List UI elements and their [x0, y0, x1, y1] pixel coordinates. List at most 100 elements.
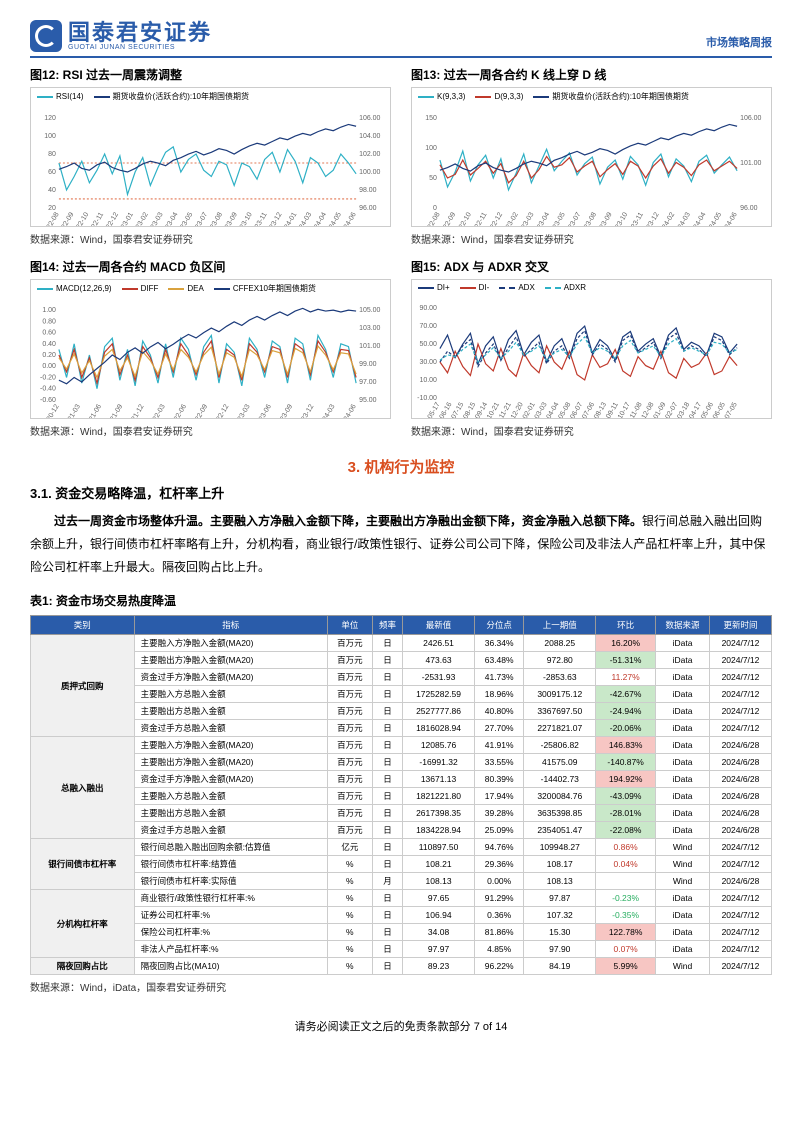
- svg-text:2024-04: 2024-04: [309, 211, 328, 227]
- svg-text:2023-03: 2023-03: [233, 403, 252, 419]
- svg-text:2023-08: 2023-08: [205, 211, 224, 227]
- svg-text:2022-03: 2022-03: [148, 403, 167, 419]
- svg-text:-0.20: -0.20: [40, 374, 56, 381]
- svg-text:0.40: 0.40: [42, 341, 56, 348]
- svg-text:2023-05: 2023-05: [176, 211, 195, 227]
- svg-text:10.00: 10.00: [419, 377, 437, 384]
- svg-text:2020-12: 2020-12: [42, 403, 61, 419]
- svg-text:103.00: 103.00: [359, 325, 380, 332]
- svg-text:0: 0: [433, 205, 437, 212]
- svg-text:102.00: 102.00: [359, 151, 380, 158]
- svg-text:2023-09: 2023-09: [275, 403, 294, 419]
- svg-text:2023-01: 2023-01: [116, 211, 135, 227]
- svg-text:2024-04: 2024-04: [689, 211, 708, 227]
- chart13-source: 数据来源：Wind，国泰君安证券研究: [411, 231, 772, 246]
- svg-text:2023-12: 2023-12: [265, 211, 284, 227]
- chart14: MACD(12,26,9)DIFFDEACFFEX10年期国债期货 -0.60-…: [30, 279, 391, 419]
- svg-text:1.00: 1.00: [42, 307, 56, 314]
- svg-text:2023-03: 2023-03: [146, 211, 165, 227]
- chart12-title: 图12: RSI 过去一周震荡调整: [30, 66, 391, 83]
- svg-text:2024-05: 2024-05: [704, 211, 723, 227]
- svg-text:2022-09: 2022-09: [438, 211, 457, 227]
- svg-text:0.60: 0.60: [42, 330, 56, 337]
- svg-text:120: 120: [44, 115, 56, 122]
- svg-text:2022-12: 2022-12: [485, 211, 504, 227]
- svg-text:2022-10: 2022-10: [72, 211, 91, 227]
- svg-text:2023-05: 2023-05: [548, 211, 567, 227]
- svg-text:2024-02: 2024-02: [657, 211, 676, 227]
- page-header: 国泰君安证券 GUOTAI JUNAN SECURITIES 市场策略周报: [30, 20, 772, 58]
- svg-text:2023-12: 2023-12: [642, 211, 661, 227]
- svg-text:104.00: 104.00: [359, 133, 380, 140]
- svg-text:70.00: 70.00: [419, 323, 437, 330]
- svg-text:2022-06: 2022-06: [169, 403, 188, 419]
- table1-title: 表1: 资金市场交易热度降温: [30, 592, 772, 609]
- table1-source: 数据来源：Wind，iData，国泰君安证券研究: [30, 979, 772, 994]
- chart14-title: 图14: 过去一周各合约 MACD 负区间: [30, 258, 391, 275]
- svg-text:2024-01: 2024-01: [280, 211, 299, 227]
- svg-text:2021-03: 2021-03: [63, 403, 82, 419]
- svg-text:50.00: 50.00: [419, 341, 437, 348]
- svg-text:106.00: 106.00: [740, 115, 761, 122]
- chart13: K(9,3,3)D(9,3,3)期货收盘价(活跃合约):10年期国债期货 050…: [411, 87, 772, 227]
- svg-text:50: 50: [429, 175, 437, 182]
- svg-text:101.00: 101.00: [359, 343, 380, 350]
- svg-text:98.00: 98.00: [359, 187, 377, 194]
- svg-text:2021-06: 2021-06: [84, 403, 103, 419]
- svg-text:106.00: 106.00: [359, 115, 380, 122]
- chart13-title: 图13: 过去一周各合约 K 线上穿 D 线: [411, 66, 772, 83]
- svg-text:96.00: 96.00: [740, 205, 758, 212]
- svg-text:2023-04: 2023-04: [161, 211, 180, 227]
- section-h2: 3. 机构行为监控: [30, 456, 772, 477]
- svg-text:97.00: 97.00: [359, 379, 377, 386]
- svg-text:101.00: 101.00: [740, 160, 761, 167]
- body-paragraph: 过去一周资金市场整体升温。主要融入方净融入金额下降，主要融出方净融出金额下降，资…: [30, 510, 772, 578]
- svg-text:105.00: 105.00: [359, 307, 380, 314]
- svg-text:2022-11: 2022-11: [470, 211, 489, 227]
- svg-text:95.00: 95.00: [359, 397, 377, 404]
- svg-text:2023-07: 2023-07: [190, 211, 209, 227]
- svg-text:2023-10: 2023-10: [610, 211, 629, 227]
- svg-text:2023-12: 2023-12: [297, 403, 316, 419]
- svg-text:40: 40: [48, 187, 56, 194]
- section-h3: 3.1. 资金交易略降温，杠杆率上升: [30, 483, 772, 502]
- svg-text:2023-07: 2023-07: [564, 211, 583, 227]
- chart15-title: 图15: ADX 与 ADXR 交叉: [411, 258, 772, 275]
- svg-text:2021-12: 2021-12: [127, 403, 146, 419]
- svg-text:2022-11: 2022-11: [87, 211, 106, 227]
- svg-text:150: 150: [425, 115, 437, 122]
- svg-text:2024-06: 2024-06: [720, 211, 739, 227]
- svg-text:100: 100: [425, 145, 437, 152]
- svg-text:96.00: 96.00: [359, 205, 377, 212]
- svg-text:-0.60: -0.60: [40, 397, 56, 404]
- svg-text:2024-06: 2024-06: [339, 211, 358, 227]
- svg-text:2023-09: 2023-09: [220, 211, 239, 227]
- svg-text:0.00: 0.00: [42, 363, 56, 370]
- svg-text:-10.00: -10.00: [417, 395, 437, 402]
- svg-text:2023-10: 2023-10: [235, 211, 254, 227]
- svg-text:99.00: 99.00: [359, 361, 377, 368]
- svg-text:2024-06: 2024-06: [339, 403, 358, 419]
- svg-text:2022-08: 2022-08: [423, 211, 442, 227]
- svg-text:2023-04: 2023-04: [532, 211, 551, 227]
- svg-text:20: 20: [48, 205, 56, 212]
- svg-text:2023-03: 2023-03: [517, 211, 536, 227]
- svg-text:2022-12: 2022-12: [212, 403, 231, 419]
- svg-text:2024-03: 2024-03: [318, 403, 337, 419]
- svg-text:60: 60: [48, 169, 56, 176]
- svg-text:-0.40: -0.40: [40, 386, 56, 393]
- svg-text:2023-11: 2023-11: [250, 211, 269, 227]
- svg-text:30.00: 30.00: [419, 359, 437, 366]
- brand-cn: 国泰君安证券: [68, 22, 212, 44]
- svg-text:90.00: 90.00: [419, 305, 437, 312]
- svg-text:80: 80: [48, 151, 56, 158]
- svg-text:2023-02: 2023-02: [131, 211, 150, 227]
- svg-text:2022-12: 2022-12: [101, 211, 120, 227]
- svg-text:2022-10: 2022-10: [454, 211, 473, 227]
- chart14-source: 数据来源：Wind，国泰君安证券研究: [30, 423, 391, 438]
- svg-text:2022-09: 2022-09: [57, 211, 76, 227]
- page-footer: 请务必阅读正文之后的免责条款部分 7 of 14: [30, 1018, 772, 1034]
- svg-text:2022-08: 2022-08: [42, 211, 61, 227]
- svg-text:2024-03: 2024-03: [673, 211, 692, 227]
- svg-text:0.80: 0.80: [42, 318, 56, 325]
